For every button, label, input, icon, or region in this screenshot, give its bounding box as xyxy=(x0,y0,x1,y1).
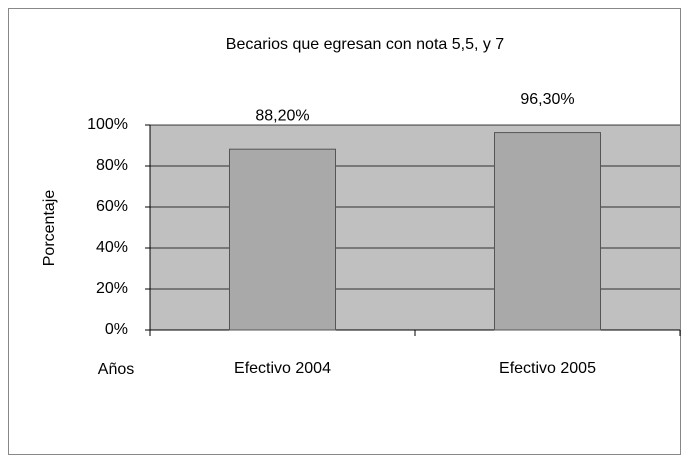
x-tick-label: Efectivo 2004 xyxy=(234,360,331,377)
y-tick-label: 80% xyxy=(96,157,128,174)
chart-title: Becarios que egresan con nota 5,5, y 7 xyxy=(226,36,505,53)
y-tick-label: 100% xyxy=(87,116,128,133)
y-tick-label: 60% xyxy=(96,198,128,215)
bar xyxy=(229,148,336,331)
x-tick-label: Efectivo 2005 xyxy=(499,360,596,377)
x-axis-label: Años xyxy=(98,361,134,378)
value-label: 88,20% xyxy=(255,107,309,124)
y-tick-label: 40% xyxy=(96,239,128,256)
y-tick-label: 20% xyxy=(96,280,128,297)
bar xyxy=(494,132,601,331)
value-label: 96,30% xyxy=(520,91,574,108)
y-axis-label: Porcentaje xyxy=(41,190,58,267)
y-tick-label: 0% xyxy=(105,321,128,338)
